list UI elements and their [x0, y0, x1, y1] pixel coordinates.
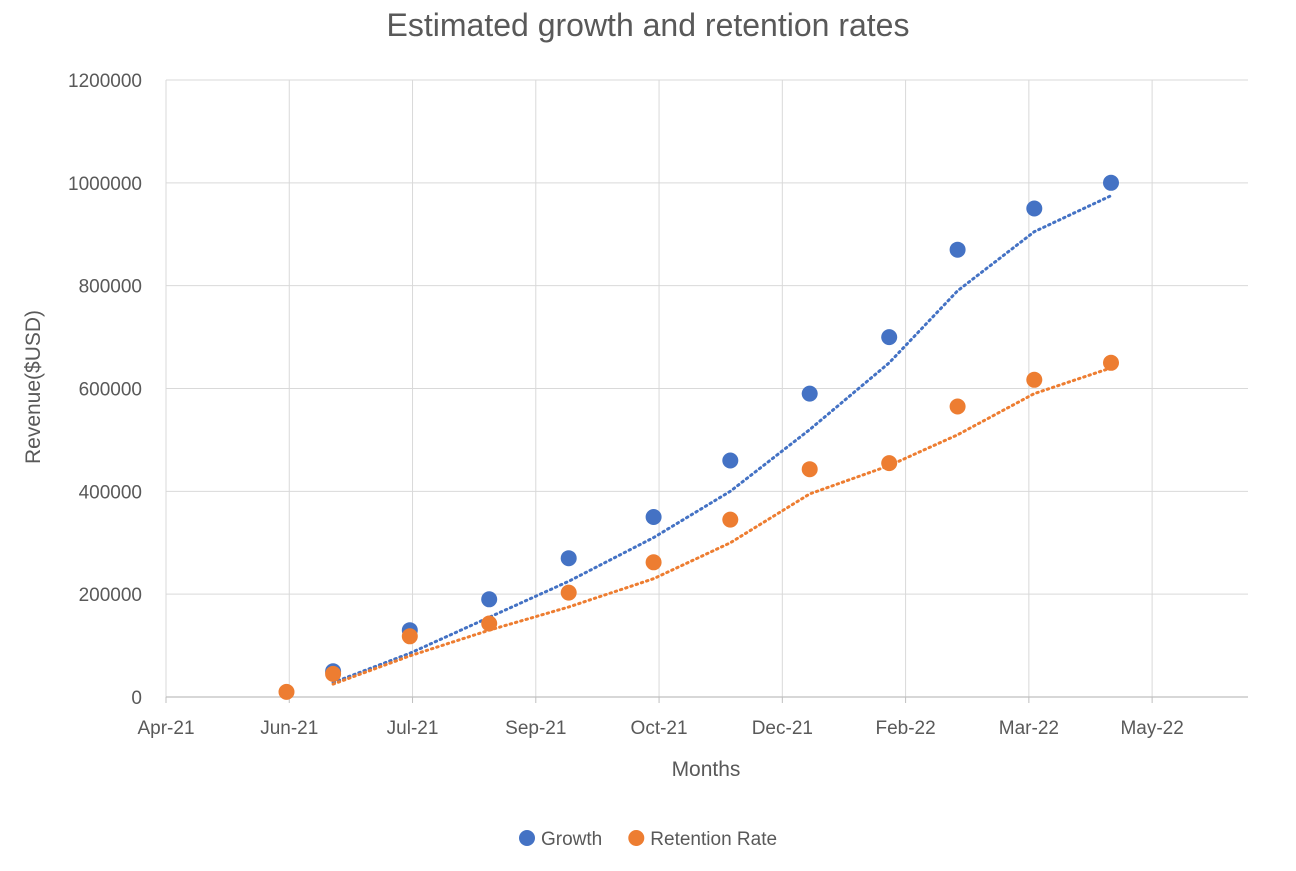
x-tick-label: Feb-22: [875, 718, 935, 739]
point-retention-rate: [560, 584, 577, 601]
x-tick-label: Jun-21: [260, 718, 318, 739]
y-tick-label: 600000: [79, 380, 142, 401]
grid: [165, 79, 1248, 697]
point-retention-rate: [949, 398, 966, 415]
y-tick-label: 1200000: [68, 71, 142, 92]
y-tick-label: 1000000: [68, 174, 142, 195]
point-retention-rate: [278, 683, 295, 700]
chart-title: Estimated growth and retention rates: [387, 7, 910, 43]
point-retention-rate: [401, 628, 418, 645]
point-retention-rate: [481, 615, 498, 632]
legend-item-retention-rate: Retention Rate: [628, 829, 777, 850]
point-growth: [881, 329, 898, 346]
x-tick-label: Sep-21: [505, 718, 566, 739]
point-growth: [722, 452, 739, 469]
legend-item-growth: Growth: [519, 829, 602, 850]
point-growth: [481, 591, 498, 608]
y-tick-label: 800000: [79, 277, 142, 298]
point-retention-rate: [645, 554, 662, 571]
point-growth: [801, 385, 818, 402]
trendline-growth: [331, 194, 1113, 685]
x-axis-title: Months: [672, 758, 741, 781]
point-growth: [645, 509, 662, 525]
trendline-retention-rate: [331, 366, 1113, 686]
point-growth: [1026, 200, 1043, 217]
legend: Growth Retention Rate: [519, 829, 777, 850]
legend-marker: [519, 830, 535, 846]
legend-marker: [628, 830, 645, 846]
y-axis-title: Revenue($USD): [22, 310, 45, 464]
point-retention-rate: [325, 665, 342, 682]
x-tick-label: Oct-21: [631, 718, 688, 739]
x-tick-label: May-22: [1120, 718, 1183, 739]
y-tick-label: 0: [131, 688, 142, 709]
legend-label: Growth: [541, 829, 602, 850]
point-growth: [560, 550, 577, 567]
axes: 0 200000 400000 600000 800000 1000000 1200000 A…: [68, 71, 1248, 739]
point-growth: [1103, 174, 1119, 191]
point-retention-rate: [801, 461, 818, 478]
point-retention-rate: [881, 455, 898, 472]
x-tick-label: Mar-22: [999, 718, 1059, 739]
x-tick-label: Jul-21: [387, 718, 439, 739]
point-retention-rate: [1026, 371, 1043, 388]
x-tick-label: Dec-21: [752, 718, 813, 739]
legend-label: Retention Rate: [650, 829, 777, 850]
data-points: [278, 174, 1119, 700]
y-tick-label: 200000: [79, 585, 142, 606]
point-growth: [949, 241, 966, 258]
y-tick-label: 400000: [79, 482, 142, 503]
point-retention-rate: [1103, 354, 1119, 371]
point-retention-rate: [722, 511, 739, 528]
x-tick-label: Apr-21: [137, 718, 194, 739]
trendlines: [331, 194, 1113, 686]
